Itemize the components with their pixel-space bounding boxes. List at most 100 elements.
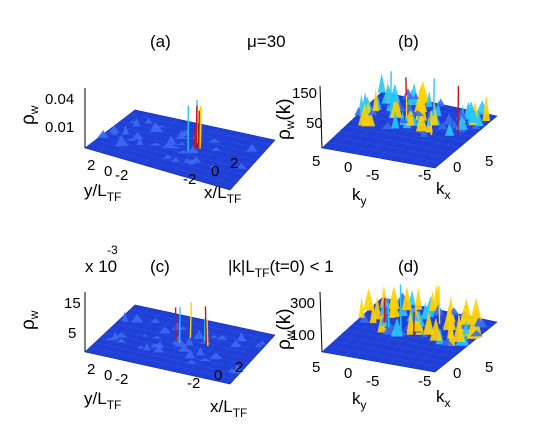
surface-peak bbox=[447, 312, 455, 339]
surface-peak bbox=[414, 287, 423, 310]
surface-peak bbox=[116, 338, 127, 343]
x-tick-label: 2 bbox=[235, 359, 243, 376]
surface-peak bbox=[230, 370, 242, 374]
surface-peak bbox=[474, 317, 483, 327]
z-axis-label: ρw bbox=[18, 310, 41, 330]
surface-peak bbox=[402, 88, 414, 100]
surface-peak bbox=[470, 329, 483, 337]
surface-peak bbox=[117, 134, 125, 141]
x-tick-label: 5 bbox=[485, 153, 493, 170]
z-tick-label: 5 bbox=[68, 325, 76, 342]
surface-peak bbox=[254, 343, 263, 347]
surface-peak bbox=[110, 130, 120, 135]
surface-peak bbox=[359, 313, 370, 323]
surface-peak bbox=[216, 334, 228, 340]
surface-peak bbox=[191, 156, 202, 163]
surface-peak bbox=[390, 91, 402, 118]
middle-title: |k|LTF(t=0) < 1 bbox=[228, 257, 334, 280]
z-tick-label: 15 bbox=[64, 295, 81, 312]
surface-spike bbox=[195, 105, 198, 146]
surface-peak bbox=[234, 362, 241, 371]
surface-layer bbox=[319, 283, 498, 373]
panel-d: (d) ρw(k) 300 100 5 0 -5 ky -5 0 5 kx bbox=[274, 257, 498, 412]
surface-peak bbox=[174, 134, 188, 140]
surface-peak bbox=[390, 317, 404, 337]
surface-peak bbox=[420, 130, 428, 137]
surface-peak bbox=[121, 311, 129, 322]
surface-peak bbox=[162, 154, 173, 159]
surface-grid bbox=[114, 124, 258, 161]
y-axis-label: y/LTF bbox=[84, 389, 121, 412]
surface-grid bbox=[186, 325, 234, 375]
surface-spike bbox=[189, 302, 193, 339]
surface-peak bbox=[157, 340, 164, 348]
z-axis-line bbox=[319, 291, 323, 353]
surface-peak bbox=[114, 136, 129, 147]
surface-peak bbox=[185, 337, 194, 346]
x-axis-label: x/LTF bbox=[210, 397, 247, 420]
surface-peak bbox=[398, 116, 409, 123]
surface-peak bbox=[401, 286, 413, 311]
panel-c: (c) ρw 15 5 2 0 -2 y/LTF -2 0 2 x/LTF bbox=[18, 257, 276, 420]
surface-peak bbox=[121, 125, 130, 135]
surface-peak bbox=[136, 137, 144, 146]
surface-spike bbox=[206, 319, 209, 347]
x-tick-label: 0 bbox=[453, 159, 461, 176]
surface-peak bbox=[185, 360, 197, 364]
surface-peak bbox=[462, 320, 470, 335]
surface-spike bbox=[203, 317, 206, 342]
z-axis-label: ρw(k) bbox=[274, 98, 297, 140]
x-axis-label: kx bbox=[436, 387, 451, 410]
y-tick-label: 2 bbox=[87, 157, 95, 174]
y-tick-label: -5 bbox=[366, 373, 379, 390]
surface-peak bbox=[149, 142, 163, 146]
surface-grid bbox=[171, 322, 220, 372]
y-tick-label: 5 bbox=[312, 153, 320, 170]
surface-spike bbox=[458, 315, 461, 339]
surface-peak bbox=[429, 317, 442, 341]
y-tick-label: 2 bbox=[87, 361, 95, 378]
y-tick-label: 0 bbox=[104, 367, 112, 384]
surface-peak bbox=[208, 138, 221, 143]
surface-peak bbox=[431, 100, 438, 125]
z-axis-label: ρw(k) bbox=[274, 308, 297, 350]
surface-peak bbox=[141, 334, 149, 337]
surface-peak bbox=[358, 102, 372, 126]
surface-peak bbox=[442, 302, 457, 330]
y-tick-label: 5 bbox=[312, 359, 320, 376]
surface-peak bbox=[373, 295, 382, 320]
surface-spike bbox=[199, 107, 202, 144]
z-tick-label: 0.04 bbox=[45, 91, 74, 108]
surface-peak bbox=[230, 339, 242, 348]
surface-peak bbox=[162, 141, 176, 149]
surface-spike bbox=[412, 311, 415, 337]
surface-peak bbox=[193, 329, 206, 340]
surface-grid bbox=[200, 133, 248, 182]
panel-label: (d) bbox=[398, 257, 419, 276]
surface-peak bbox=[443, 113, 455, 125]
y-axis-label: ky bbox=[352, 185, 367, 208]
z-axis-line bbox=[319, 85, 323, 149]
surface-peak bbox=[150, 318, 161, 323]
surface-layer bbox=[84, 292, 276, 385]
surface-peak bbox=[131, 313, 144, 323]
surface-peak bbox=[363, 287, 375, 311]
surface-peak bbox=[411, 109, 425, 117]
surface-peak bbox=[415, 110, 428, 132]
surface-peak bbox=[117, 143, 124, 147]
surface-peak bbox=[444, 122, 455, 136]
x-tick-label: 2 bbox=[230, 155, 238, 172]
x-tick-label: 0 bbox=[214, 367, 222, 384]
surface-peak bbox=[149, 123, 164, 133]
surface-peak bbox=[377, 73, 386, 93]
scale-exponent: -3 bbox=[107, 243, 118, 257]
surface-peak bbox=[171, 157, 180, 162]
surface-peak bbox=[185, 349, 196, 359]
z-tick-label: 50 bbox=[306, 115, 323, 132]
surface-peak bbox=[132, 117, 141, 127]
surface-peak bbox=[184, 148, 199, 152]
surface-peak bbox=[236, 163, 247, 169]
surface-spike bbox=[197, 110, 200, 150]
surface-spike bbox=[438, 286, 441, 324]
